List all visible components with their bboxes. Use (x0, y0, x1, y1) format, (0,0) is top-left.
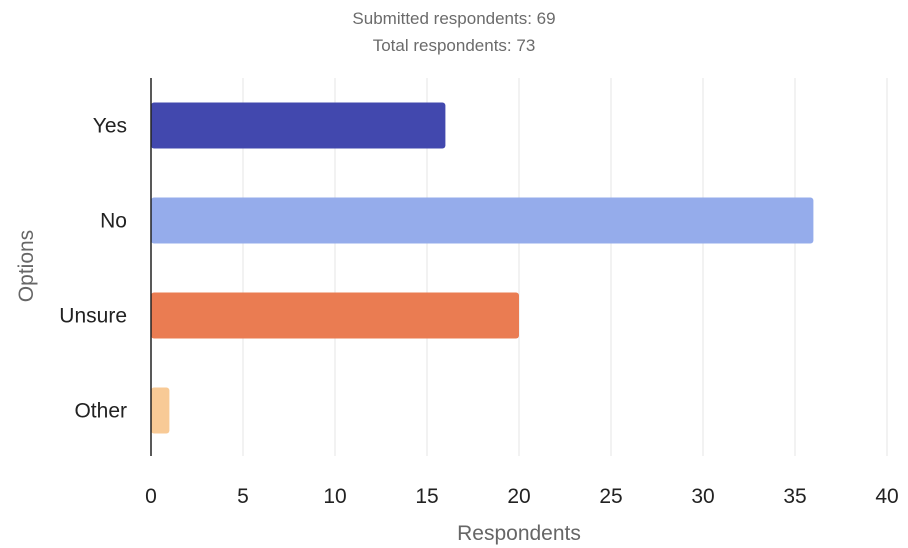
x-axis-title: Respondents (457, 522, 581, 545)
x-tick-label: 25 (599, 485, 622, 508)
bar-no[interactable] (151, 197, 814, 244)
x-tick-label: 10 (323, 485, 346, 508)
bar-other[interactable] (151, 387, 170, 434)
x-tick-label: 5 (237, 485, 249, 508)
total-respondents-label: Total respondents: 73 (372, 36, 536, 55)
bar-yes[interactable] (151, 102, 446, 149)
x-tick-label: 0 (145, 485, 157, 508)
x-tick-label: 15 (415, 485, 438, 508)
category-label-no: No (100, 210, 127, 233)
y-axis-title: Options (15, 230, 38, 302)
category-label-other: Other (74, 400, 127, 423)
x-tick-label: 20 (507, 485, 530, 508)
category-label-yes: Yes (93, 115, 127, 138)
x-tick-label: 30 (691, 485, 714, 508)
category-label-unsure: Unsure (59, 305, 127, 328)
x-tick-label: 35 (783, 485, 806, 508)
tick-labels: 0 5 10 15 20 25 30 35 40 Yes No Unsure Other (59, 115, 898, 509)
bar-unsure[interactable] (151, 292, 519, 339)
bars (151, 102, 814, 434)
x-tick-label: 40 (875, 485, 898, 508)
submitted-respondents-label: Submitted respondents: 69 (352, 9, 556, 28)
